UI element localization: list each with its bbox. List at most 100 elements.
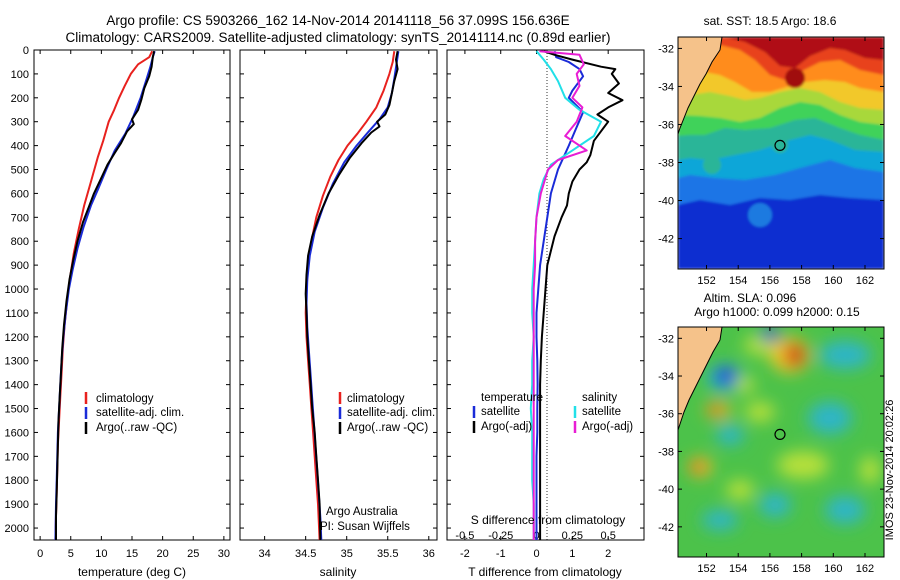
map-lon-tick-label: 156	[761, 275, 779, 287]
s-difference-x-label: S difference from climatology	[471, 513, 626, 527]
x-tick-label: 2	[605, 548, 611, 560]
legend-t-satellite: satellite	[481, 406, 520, 418]
legend-s-argo: Argo(-adj)	[582, 421, 633, 433]
series-line-argo	[304, 51, 399, 541]
map-lon-tick-label: 160	[824, 275, 842, 287]
legend-argo: Argo(..raw -QC)	[96, 422, 177, 434]
sla-map-frame	[677, 326, 885, 558]
credit-line-2: PI: Susan Wijffels	[320, 521, 410, 533]
x-tick-label: 36	[423, 548, 435, 560]
sst-map-title: sat. SST: 18.5 Argo: 18.6	[704, 14, 837, 28]
x-tick-label: 1	[569, 548, 575, 560]
series-line-s-argo	[532, 50, 588, 540]
title-line-1: Argo profile: CS 5903266_162 14-Nov-2014…	[106, 13, 569, 28]
legend-satellite: satellite-adj. clim.	[96, 407, 184, 419]
depth-tick-label: 500	[11, 165, 29, 177]
map-lat-tick-label: -40	[658, 196, 674, 208]
x-tick-label: 34.5	[295, 548, 316, 560]
x-tick-label: 35.5	[377, 548, 398, 560]
depth-tick-label: 2000	[5, 523, 29, 535]
map-lat-tick-label: -42	[658, 522, 674, 534]
credit-line-1: Argo Australia	[326, 506, 398, 518]
s-difference-tick-label: 0.5	[601, 530, 616, 542]
sst-map-axes: 152 154 156 158 160 162 -32 -34 -36 -38 -40 -42	[658, 37, 884, 287]
australia-coast-land	[678, 327, 723, 431]
map-lon-tick-label: 158	[792, 563, 810, 575]
depth-tick-label: 1100	[5, 308, 29, 320]
map-lon-tick-label: 158	[792, 275, 810, 287]
legend-temperature-title: temperature	[481, 392, 543, 404]
sst-map-frame	[677, 36, 885, 270]
map-lat-tick-label: -36	[658, 119, 674, 131]
depth-tick-label: 1200	[5, 332, 29, 344]
legend-climatology: climatology	[347, 393, 405, 405]
s-difference-tick-label: -0.25	[488, 530, 513, 542]
map-lon-tick-label: 160	[824, 563, 842, 575]
depth-tick-label: 1000	[5, 284, 29, 296]
sla-map-axes: 152 154 156 158 160 162 -32 -34 -36 -38 -40 -42	[658, 327, 884, 575]
map-lat-tick-label: -40	[658, 484, 674, 496]
map-lat-tick-label: -32	[658, 43, 674, 55]
t-difference-x-label: T difference from climatology	[468, 565, 622, 579]
australia-coast-land	[678, 37, 723, 135]
x-tick-label: 25	[187, 548, 199, 560]
title-line-2: Climatology: CARS2009. Satellite-adjuste…	[65, 30, 610, 45]
map-lat-tick-label: -42	[658, 234, 674, 246]
legend-t-argo: Argo(-adj)	[481, 421, 532, 433]
argo-float-marker	[774, 428, 786, 440]
depth-tick-label: 1700	[5, 451, 29, 463]
map-lon-tick-label: 154	[729, 563, 747, 575]
difference-legend: temperature satellite Argo(-adj) salinit…	[472, 392, 633, 433]
temperature-legend: climatology satellite-adj. clim. Argo(..…	[84, 392, 184, 434]
map-lon-tick-label: 162	[856, 563, 874, 575]
series-line-satellite	[535, 50, 585, 540]
temperature-lines	[54, 50, 156, 541]
depth-tick-label: 1600	[5, 427, 29, 439]
depth-axis: 0 100 200 300 400 500 600 700 800 900 1000 1100 1200…	[5, 45, 644, 535]
depth-tick-label: 600	[11, 188, 29, 200]
map-lat-tick-label: -34	[658, 81, 674, 93]
x-tick-label: 30	[218, 548, 230, 560]
depth-tick-label: 900	[11, 260, 29, 272]
argo-float-marker	[774, 139, 786, 151]
salinity-lines	[304, 51, 400, 541]
series-line-argo	[55, 50, 156, 540]
temperature-x-axis: 0 5 10 15 20 25 30	[37, 50, 230, 560]
map-lat-tick-label: -32	[658, 333, 674, 345]
depth-tick-label: 100	[11, 69, 29, 81]
map-lon-tick-label: 154	[729, 275, 747, 287]
temperature-x-label: temperature (deg C)	[78, 565, 186, 579]
map-lon-tick-label: 156	[761, 563, 779, 575]
x-tick-label: 5	[68, 548, 74, 560]
s-difference-tick-label: 0.25	[562, 530, 583, 542]
depth-tick-label: 300	[11, 117, 29, 129]
sst-map: 152 154 156 158 160 162 -32 -34 -36 -38 -40 -42	[658, 36, 885, 287]
x-tick-label: 34	[259, 548, 271, 560]
legend-s-satellite: satellite	[582, 406, 621, 418]
depth-tick-label: 1400	[5, 380, 29, 392]
salinity-x-axis: 34 34.5 35 35.5 36	[259, 50, 435, 560]
x-tick-label: 0	[37, 548, 43, 560]
depth-tick-label: 1900	[5, 499, 29, 511]
series-line-argo	[539, 50, 624, 540]
x-tick-label: 0	[533, 548, 539, 560]
temperature-panel-frame	[33, 49, 231, 541]
legend-satellite: satellite-adj. clim.	[347, 407, 435, 419]
difference-lines	[529, 50, 624, 540]
depth-tick-label: 1800	[5, 475, 29, 487]
map-lat-tick-label: -38	[658, 446, 674, 458]
x-tick-label: 15	[126, 548, 138, 560]
x-tick-label: 35	[341, 548, 353, 560]
salinity-panel-frame	[239, 49, 438, 541]
difference-x-axis: -2 -1 0 1 2-0.5 -0.25 0 0.25 0.5	[455, 50, 616, 560]
depth-tick-label: 400	[11, 141, 29, 153]
salinity-x-label: salinity	[320, 565, 357, 579]
sla-map-title: Altim. SLA: 0.096	[704, 291, 797, 305]
x-tick-label: -2	[460, 548, 470, 560]
x-tick-label: 10	[95, 548, 107, 560]
sla-map-subtitle: Argo h1000: 0.099 h2000: 0.15	[694, 305, 860, 319]
depth-tick-label: 1300	[5, 356, 29, 368]
map-lon-tick-label: 162	[856, 275, 874, 287]
x-tick-label: 20	[157, 548, 169, 560]
